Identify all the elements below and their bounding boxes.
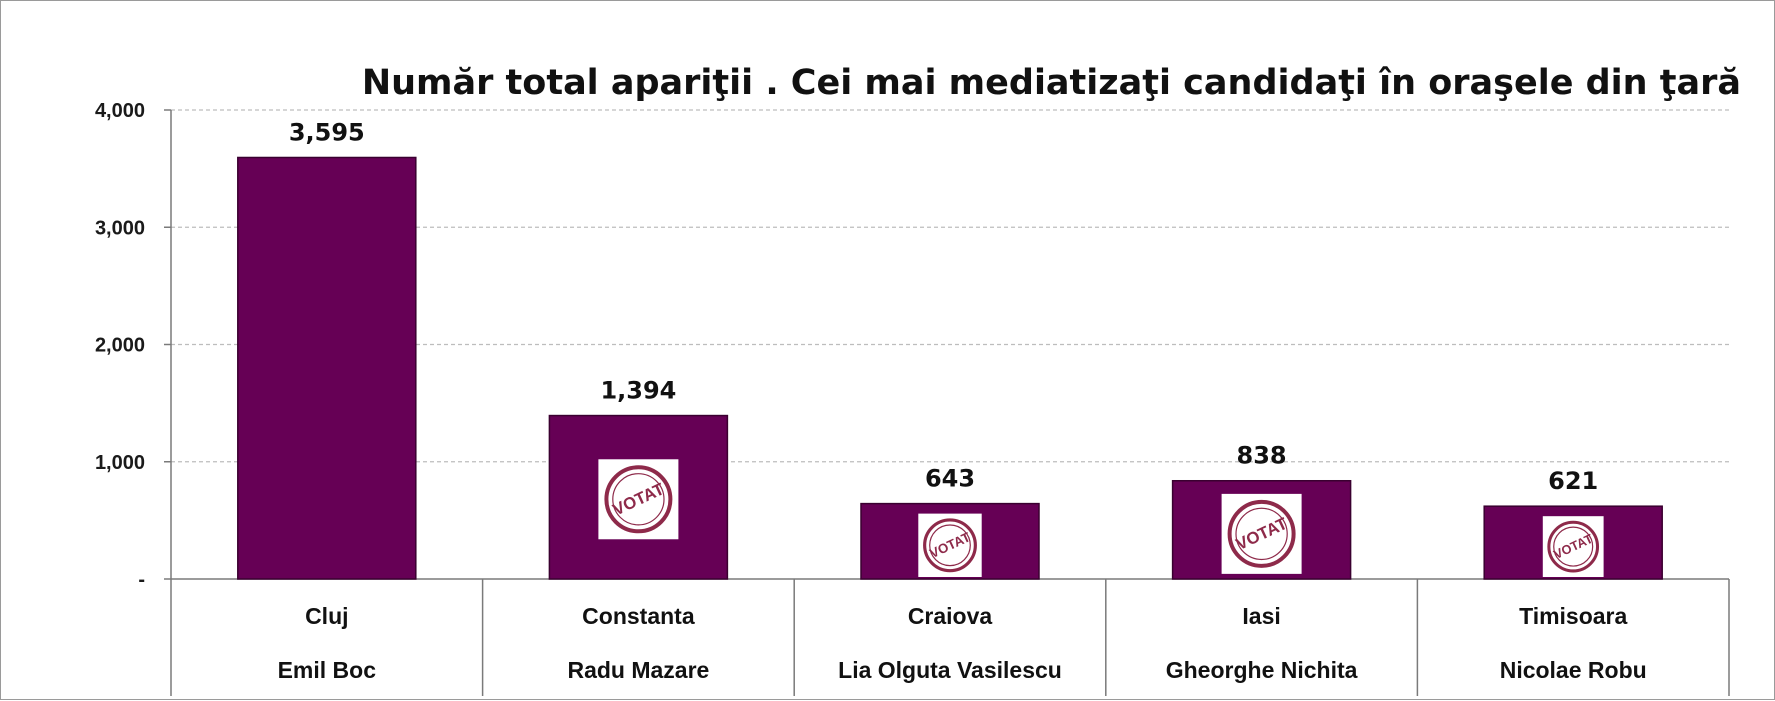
y-tick-label: -: [138, 569, 145, 591]
data-label: 1,394: [600, 377, 676, 405]
bar: [237, 156, 417, 580]
category-label-city: Timisoara: [1519, 603, 1627, 629]
stamp-ring: [1547, 520, 1600, 573]
data-label: 838: [1237, 442, 1287, 470]
category-label-city: Craiova: [908, 603, 993, 629]
votat-stamp: VOTAT: [1221, 493, 1302, 574]
votat-stamp: VOTAT: [598, 459, 679, 540]
labels: 3,595 Cluj Emil Boc 1,394 Constanta Radu Maza…: [278, 118, 1647, 683]
stamp-ring: [604, 465, 673, 534]
stamp-inner-ring: [929, 524, 971, 567]
category-label-candidate: Radu Mazare: [567, 657, 709, 683]
data-label: 621: [1548, 467, 1598, 495]
category-label-candidate: Nicolae Robu: [1500, 657, 1647, 683]
y-tick-label: 4,000: [95, 100, 145, 122]
stamp-inner-ring: [1235, 507, 1288, 561]
stamp-inner-ring: [612, 473, 665, 526]
stamp-inner-ring: [1553, 526, 1594, 567]
stamp-background: [1221, 493, 1302, 574]
stamp-background: [598, 459, 679, 540]
chart-title: Număr total apariţii . Cei mai mediatiza…: [362, 63, 1741, 103]
votat-stamp: VOTAT: [918, 513, 982, 577]
gridlines: [171, 109, 1729, 463]
bars: VOTAT VOTAT VOTAT VOTAT: [237, 156, 1663, 580]
category-label-candidate: Lia Olguta Vasilescu: [838, 657, 1062, 683]
category-label-city: Constanta: [582, 603, 695, 629]
data-label: 3,595: [289, 118, 365, 146]
y-tick-label: 2,000: [95, 335, 145, 357]
data-label: 643: [925, 465, 975, 493]
stamp-ring: [923, 518, 977, 573]
category-label-city: Iasi: [1242, 603, 1280, 629]
y-tick-label: 3,000: [95, 217, 145, 239]
category-label-candidate: Gheorghe Nichita: [1166, 657, 1358, 683]
stamp-background: [1542, 516, 1604, 577]
category-label-candidate: Emil Boc: [278, 657, 377, 683]
y-tick-label: 1,000: [95, 452, 145, 474]
category-label-city: Cluj: [305, 603, 348, 629]
stamp-background: [918, 513, 982, 577]
stamp-ring: [1227, 499, 1296, 568]
votat-stamp: VOTAT: [1542, 516, 1604, 577]
